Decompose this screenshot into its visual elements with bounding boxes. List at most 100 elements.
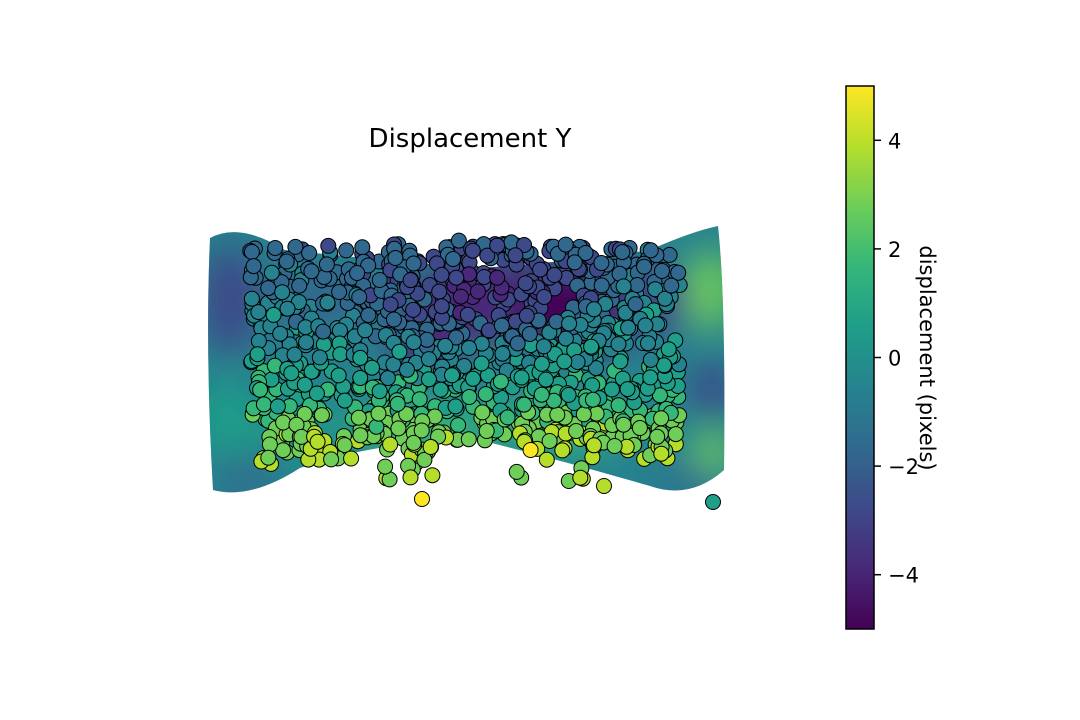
scatter-point bbox=[549, 406, 566, 423]
scatter-point bbox=[465, 370, 481, 387]
scatter-point bbox=[250, 333, 267, 349]
scatter-point bbox=[627, 296, 644, 313]
scatter-point bbox=[518, 307, 535, 324]
scatter-point bbox=[652, 387, 668, 404]
scatter-point bbox=[349, 265, 366, 281]
scatter-point bbox=[461, 340, 477, 356]
scatter-point bbox=[445, 251, 462, 267]
scatter-point bbox=[489, 269, 506, 286]
scatter-point bbox=[670, 264, 687, 281]
scatter-point bbox=[298, 334, 315, 351]
scatter-point bbox=[577, 245, 594, 261]
scatter-point bbox=[352, 370, 369, 386]
scatter-point bbox=[610, 336, 627, 353]
scatter-point bbox=[448, 329, 465, 346]
scatter-point bbox=[554, 442, 571, 459]
scatter-point bbox=[319, 294, 336, 311]
scatter-point bbox=[499, 409, 516, 426]
scatter-point bbox=[521, 326, 538, 342]
scatter-point bbox=[387, 250, 404, 266]
scatter-point bbox=[352, 427, 369, 444]
scatter-point bbox=[464, 242, 481, 259]
scatter-point bbox=[541, 433, 558, 449]
scatter-point bbox=[309, 433, 326, 450]
scatter-point bbox=[351, 289, 368, 306]
scatter-point bbox=[642, 242, 659, 259]
scatter-point bbox=[583, 338, 600, 355]
scatter-point bbox=[336, 437, 353, 454]
scatter-point bbox=[615, 278, 632, 295]
scatter-point bbox=[653, 445, 670, 462]
scatter-outlier-point bbox=[414, 491, 430, 507]
scatter-point bbox=[338, 242, 355, 259]
scatter-point bbox=[546, 267, 563, 283]
scatter-point bbox=[418, 331, 435, 348]
scatter-point bbox=[323, 451, 340, 468]
scatter-point bbox=[265, 306, 282, 323]
scatter-point bbox=[509, 335, 526, 352]
scatter-point bbox=[315, 323, 332, 340]
colorbar-tick-label: −2 bbox=[888, 455, 919, 479]
scatter-point bbox=[517, 275, 534, 292]
scatter-point bbox=[649, 428, 666, 445]
scatter-point bbox=[382, 436, 399, 453]
scatter-point bbox=[470, 283, 486, 300]
scatter-point bbox=[593, 255, 610, 271]
scatter-point bbox=[301, 245, 318, 261]
scatter-point bbox=[568, 423, 585, 439]
scatter-point bbox=[291, 277, 308, 294]
scatter-point bbox=[411, 391, 428, 408]
scatter-point bbox=[474, 404, 491, 421]
scatter-point bbox=[336, 392, 353, 409]
scatter-point bbox=[331, 284, 348, 300]
scatter-point bbox=[360, 307, 377, 324]
colorbar-tick-label: 4 bbox=[888, 129, 901, 153]
scatter-point bbox=[398, 406, 415, 423]
chart-title: Displacement Y bbox=[369, 124, 572, 154]
scatter-point bbox=[537, 371, 554, 388]
scatter-point bbox=[615, 416, 632, 433]
scatter-point bbox=[642, 369, 659, 386]
scatter-point bbox=[274, 284, 291, 301]
scatter-point bbox=[489, 237, 506, 254]
scatter-point bbox=[332, 346, 349, 363]
scatter-point bbox=[557, 330, 574, 347]
scatter-point bbox=[478, 423, 495, 439]
scatter-point bbox=[243, 244, 260, 260]
scatter-point bbox=[560, 386, 577, 403]
scatter-point bbox=[260, 449, 277, 466]
scatter-point bbox=[538, 451, 555, 468]
scatter-point bbox=[350, 409, 367, 426]
scatter-point bbox=[308, 385, 325, 402]
scatter-point bbox=[448, 269, 465, 286]
scatter-point bbox=[296, 406, 313, 422]
colorbar-tick-label: 2 bbox=[888, 238, 901, 262]
scatter-point bbox=[279, 300, 296, 317]
scatter-point bbox=[287, 238, 304, 255]
scatter-point bbox=[402, 469, 419, 486]
colorbar-tick-label: −4 bbox=[888, 564, 919, 588]
scatter-point bbox=[479, 247, 496, 264]
scatter-point bbox=[354, 239, 371, 256]
scatter-point bbox=[296, 376, 313, 393]
scatter-point bbox=[405, 334, 422, 351]
scatter-point bbox=[584, 391, 601, 408]
scatter-point bbox=[420, 371, 437, 388]
scatter-point bbox=[432, 381, 449, 398]
scatter-point bbox=[556, 353, 573, 370]
scatter-point bbox=[368, 418, 385, 435]
colorbar bbox=[845, 85, 875, 630]
scatter-point bbox=[275, 442, 292, 459]
scatter-point bbox=[640, 335, 656, 352]
scatter-point bbox=[405, 301, 422, 318]
scatter-point bbox=[593, 277, 610, 294]
scatter-point bbox=[569, 354, 586, 370]
scatter-point bbox=[629, 277, 646, 293]
scatter-point bbox=[533, 386, 550, 403]
scatter-point bbox=[473, 355, 490, 372]
scatter-point bbox=[444, 367, 460, 384]
scatter-point bbox=[459, 306, 476, 323]
scatter-point bbox=[493, 317, 510, 334]
scatter-point bbox=[360, 257, 377, 274]
scatter-point bbox=[586, 301, 602, 318]
